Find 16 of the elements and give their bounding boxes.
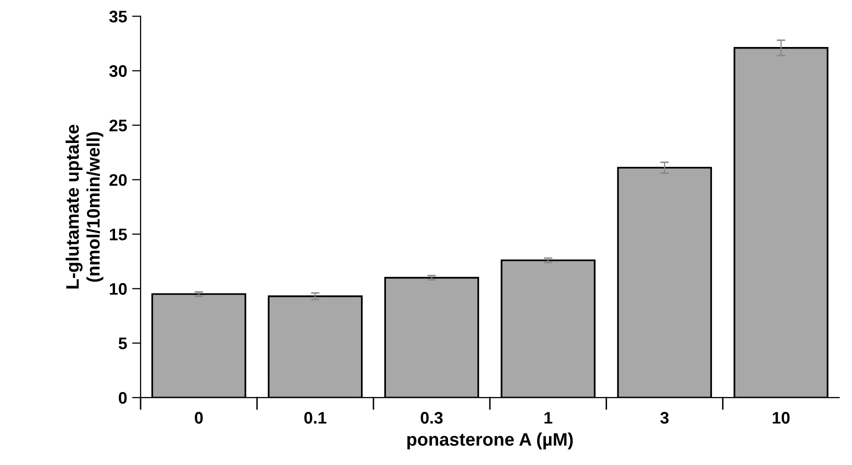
y-tick-label: 10 — [110, 283, 127, 295]
x-tick-label: 3 — [660, 412, 669, 424]
x-tick-label: 10 — [772, 412, 790, 424]
x-tick-label: 0.1 — [304, 412, 326, 424]
x-tick-label: 1 — [544, 412, 552, 424]
x-axis-title: ponasterone A (µM) — [407, 432, 573, 450]
y-tick-label: 30 — [109, 65, 127, 77]
x-tick-label: 0.3 — [420, 412, 443, 424]
y-tick-label: 35 — [109, 10, 127, 22]
y-axis-title: L-glutamate uptake (nmol/10min/well) — [66, 124, 104, 288]
y-tick-label: 20 — [109, 174, 127, 186]
y-tick-label: 0 — [118, 392, 127, 404]
y-tick-label: 25 — [109, 120, 127, 132]
y-tick-label: 15 — [110, 228, 127, 240]
y-tick-label: 5 — [118, 338, 127, 350]
x-tick-label: 0 — [194, 412, 203, 424]
